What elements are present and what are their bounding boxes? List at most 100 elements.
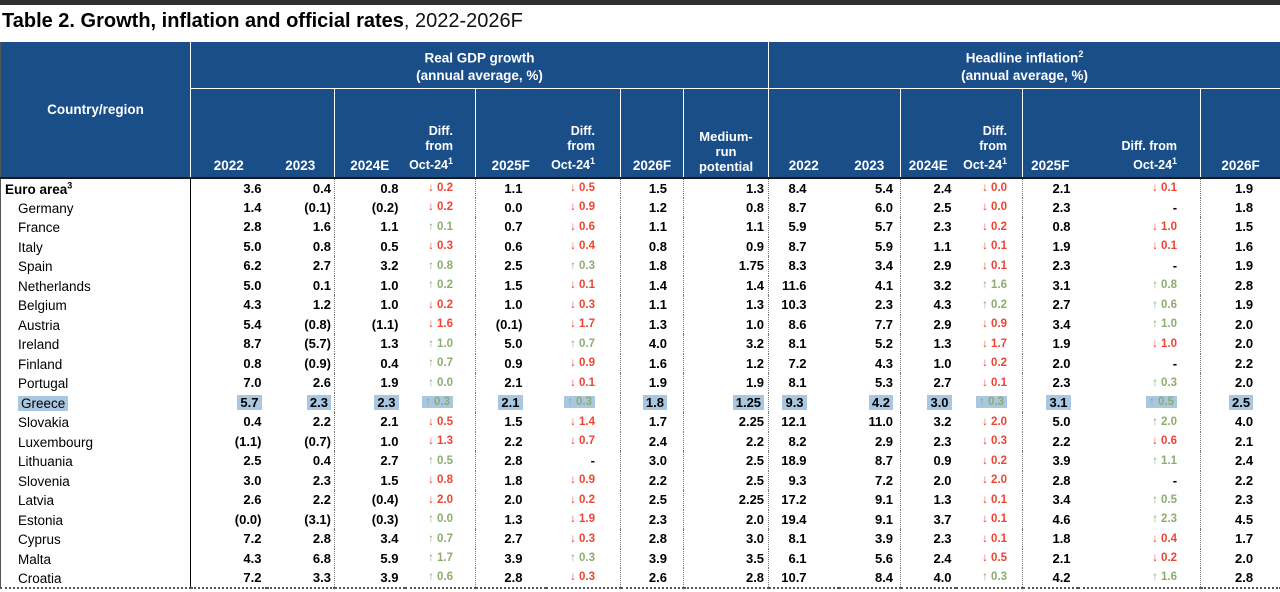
- value-cell: (0.4): [334, 490, 405, 510]
- value-cell: 10.7: [768, 568, 839, 589]
- country-region-header: Country/region: [0, 42, 191, 178]
- value-cell: 1.7: [620, 412, 684, 432]
- country-cell: Slovenia: [0, 470, 191, 490]
- value-cell: 2.5: [900, 197, 956, 217]
- value-cell: 3.2: [900, 275, 956, 295]
- value-cell: -: [1172, 258, 1178, 274]
- country-cell: Germany: [0, 197, 191, 217]
- country-cell: Belgium: [0, 295, 191, 315]
- table-row: Portugal 7.0 2.6 1.9 ↑ 0.0 2.1 ↓ 0.1 1.9…: [0, 373, 1280, 393]
- value-cell: 2.8: [312, 531, 331, 547]
- value-cell: 6.8: [312, 550, 331, 566]
- value-cell: 3.3: [266, 568, 335, 589]
- value-cell: 1.1: [334, 217, 405, 237]
- value-cell: 8.7: [768, 236, 839, 256]
- value-cell: ↓ 0.1: [570, 376, 595, 389]
- value-cell: 1.1: [682, 217, 769, 237]
- value-cell: 17.2: [768, 490, 839, 510]
- value-cell: 0.7: [475, 217, 546, 237]
- value-cell: 7.2: [243, 531, 262, 547]
- table-row: Luxembourg (1.1) (0.7) 1.0 ↓ 1.3 2.2 ↓ 0…: [0, 431, 1280, 451]
- value-cell: 2.0: [900, 470, 956, 490]
- value-cell: ↑ 0.6: [1152, 298, 1178, 311]
- value-cell: 2.8: [1022, 470, 1078, 490]
- value-cell: 0.8: [334, 178, 405, 198]
- value-cell: ↓ 1.7: [570, 318, 595, 331]
- table-row: France 2.8 1.6 1.1 ↑ 0.1 0.7 ↓ 0.6 1.1 1…: [0, 217, 1280, 237]
- value-cell: 1.3: [900, 490, 956, 510]
- value-cell: ↓ 1.0: [1152, 337, 1178, 350]
- value-cell: 8.1: [768, 529, 839, 549]
- value-cell: ↑ 0.3: [956, 393, 1023, 413]
- value-cell: 1.3: [682, 178, 769, 198]
- value-cell: 1.8: [1200, 197, 1280, 217]
- value-cell: 2.3: [312, 472, 331, 488]
- value-cell: 2.8: [1200, 568, 1280, 589]
- value-cell: ↑ 0.0: [428, 376, 453, 389]
- country-cell: Luxembourg: [0, 431, 191, 451]
- value-cell: 5.4: [243, 316, 262, 332]
- value-cell: 5.7: [191, 393, 267, 413]
- value-cell: 6.2: [243, 258, 262, 274]
- value-cell: 1.0: [334, 295, 405, 315]
- country-cell: Finland: [0, 353, 191, 373]
- value-cell: 3.9: [874, 531, 894, 547]
- value-cell: ↑ 0.7: [570, 337, 595, 350]
- value-cell: 2.3: [620, 509, 684, 529]
- value-cell: 1.3: [620, 314, 684, 334]
- value-cell: ↑ 0.7: [428, 357, 453, 370]
- value-cell: 0.9: [475, 353, 546, 373]
- value-cell: 2.4: [620, 431, 684, 451]
- value-cell: 19.4: [768, 509, 839, 529]
- value-cell: 5.3: [874, 375, 894, 391]
- value-cell: 10.3: [768, 295, 839, 315]
- value-cell: ↑ 0.7: [428, 532, 453, 545]
- value-cell: 3.4: [334, 529, 405, 549]
- value-cell: 3.4: [1022, 490, 1078, 510]
- country-cell: Slovakia: [0, 412, 191, 432]
- country-region-label: Country/region: [47, 102, 144, 117]
- value-cell: 3.9: [620, 548, 684, 568]
- value-cell: 8.4: [838, 568, 901, 589]
- value-cell: ↓ 0.2: [428, 182, 453, 195]
- value-cell: 7.2: [874, 472, 894, 488]
- value-cell: 2.3: [900, 431, 956, 451]
- value-cell: ↓ 0.9: [570, 201, 595, 214]
- value-cell: 8.1: [768, 373, 839, 393]
- value-cell: 1.2: [620, 197, 684, 217]
- value-cell: 3.6: [243, 180, 262, 196]
- value-cell: 3.0: [243, 472, 262, 488]
- table-row: Croatia 7.2 3.3 3.9 ↑ 0.6 2.8 ↓ 0.3 2.6 …: [0, 568, 1280, 589]
- value-cell: 3.9: [334, 568, 405, 589]
- value-cell: ↑ 1.0: [1152, 318, 1178, 331]
- value-cell: ↓ 0.0: [982, 201, 1008, 214]
- title-bold-text: Table 2. Growth, inflation and official …: [2, 10, 404, 32]
- value-cell: 3.2: [682, 334, 769, 354]
- value-cell: 3.5: [682, 548, 769, 568]
- value-cell: 2.8: [243, 219, 262, 235]
- value-cell: 2.6: [312, 375, 331, 391]
- value-cell: 9.1: [874, 511, 894, 527]
- value-cell: (0.2): [334, 197, 405, 217]
- value-cell: 4.2: [1022, 568, 1078, 589]
- table-row: Slovakia 0.4 2.2 2.1 ↓ 0.5 1.5 ↓ 1.4 1.7…: [0, 412, 1280, 432]
- value-cell: ↓ 1.3: [428, 435, 453, 448]
- value-cell: 2.2: [620, 470, 684, 490]
- value-cell: 1.9: [334, 373, 405, 393]
- value-cell: (0.1): [304, 199, 331, 215]
- value-cell: 2.0: [475, 490, 546, 510]
- value-cell: 2.8: [475, 568, 546, 589]
- value-cell: ↑ 0.3: [1152, 376, 1178, 389]
- value-cell: 2.3: [874, 297, 894, 313]
- value-cell: 2.0: [1200, 334, 1280, 354]
- value-cell: ↓ 0.6: [570, 220, 595, 233]
- value-cell: (0.0): [234, 511, 262, 527]
- value-cell: 1.6: [620, 353, 684, 373]
- value-cell: ↑ 0.5: [428, 454, 453, 467]
- country-cell: Ireland: [0, 334, 191, 354]
- value-cell: 2.3: [1200, 490, 1280, 510]
- value-cell: -: [590, 453, 595, 469]
- value-cell: ↓ 0.7: [570, 435, 595, 448]
- value-cell: ↑ 0.2: [982, 298, 1008, 311]
- value-cell: (0.7): [304, 433, 331, 449]
